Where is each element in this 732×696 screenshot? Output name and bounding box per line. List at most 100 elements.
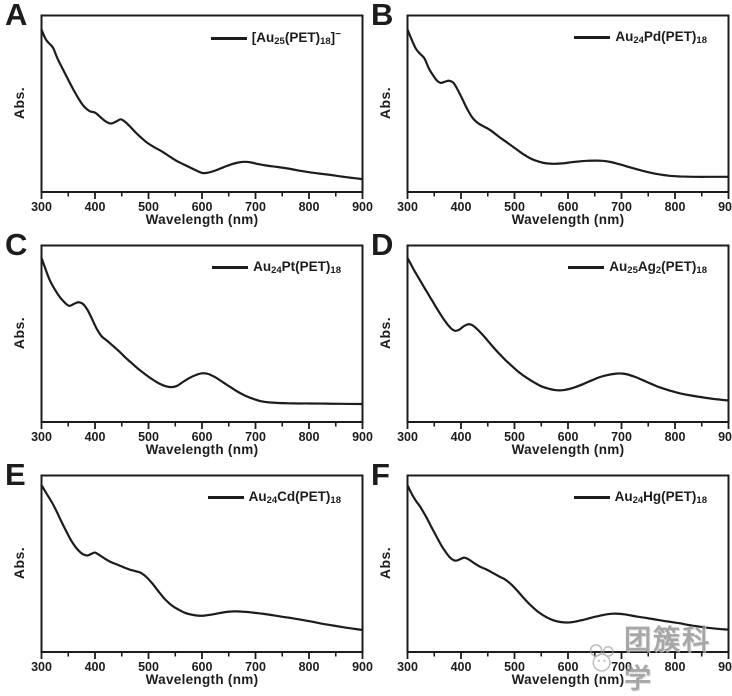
legend-text-segment: 24: [266, 495, 278, 506]
x-axis-label-c: Wavelength (nm): [145, 442, 259, 457]
x-tick-label: 900: [352, 660, 373, 674]
panel-letter-d: D: [371, 227, 394, 262]
x-tick-label: 300: [31, 430, 52, 444]
legend-text-segment: 25: [627, 265, 638, 276]
x-tick-label: 700: [245, 200, 266, 214]
x-tick-label: 300: [397, 430, 418, 444]
legend-text-segment: ]: [330, 30, 336, 45]
spectrum-plot-d: 300 400 500 600 700 800 900: [397, 244, 732, 444]
y-axis-label-text: Abs.: [11, 86, 27, 120]
x-axis-label-b: Wavelength (nm): [511, 212, 625, 227]
legend-text-segment: Au: [609, 259, 628, 274]
x-axis-label-e: Wavelength (nm): [145, 672, 259, 687]
x-tick-label: 400: [85, 660, 106, 674]
panel-letter-a: A: [5, 0, 28, 32]
spectrum-plot-c: 300 400 500 600 700 800 900: [31, 244, 373, 444]
spectrum-plot-a: 300 400 500 600 700 800 900: [31, 14, 373, 214]
x-tick-label: 500: [504, 430, 525, 444]
watermark-cluster-logo-icon: [589, 644, 614, 672]
spectrum-plot-b: 300 400 500 600 700 800 900: [397, 14, 732, 214]
spectrum-plot-e: 300 400 500 600 700 800 900: [31, 474, 373, 674]
spectrum-plot-f: 300 400 500 600 700 800 900: [397, 474, 732, 674]
legend-text-segment: Hg(PET): [643, 489, 697, 504]
panel-d: D Abs. 300 400 500 600 700 800 900 Au25Ag2(PET…: [366, 227, 732, 460]
x-tick-label: 500: [138, 430, 159, 444]
legend-label-d: Au25Ag2(PET)18: [609, 259, 707, 276]
panel-letter-c: C: [5, 227, 28, 262]
x-tick-label: 900: [352, 430, 373, 444]
x-tick-label: 600: [192, 430, 213, 444]
legend-text-segment: 18: [330, 495, 341, 506]
y-axis-label-c: Abs.: [2, 244, 36, 422]
legend-text-segment: 18: [330, 265, 341, 276]
legend-text-segment: [Au: [251, 30, 275, 45]
x-tick-label: 300: [397, 660, 418, 674]
x-tick-label: 600: [558, 430, 579, 444]
y-axis-label-text: Abs.: [11, 316, 27, 350]
x-tick-label: 400: [85, 200, 106, 214]
legend-text-segment: Cd(PET): [277, 489, 331, 504]
spectrum-curve: [40, 256, 364, 406]
legend-line-icon: [573, 496, 610, 499]
legend-text-segment: 18: [696, 495, 707, 506]
legend-label-c: Au24Pt(PET)18: [253, 259, 341, 276]
legend-line-icon: [568, 266, 605, 269]
x-tick-label: 800: [299, 660, 320, 674]
legend-label-b: Au24Pd(PET)18: [615, 29, 707, 46]
legend-label-a: [Au25(PET)18]−: [252, 29, 341, 47]
legend-c: Au24Pt(PET)18: [212, 259, 341, 276]
y-axis-label-text: Abs.: [377, 86, 393, 120]
y-axis-label-text: Abs.: [377, 316, 393, 350]
x-tick-label: 500: [138, 660, 159, 674]
panel-f: F Abs. 300 400 500 600 700 800 900 Au24Hg(PET)…: [366, 457, 732, 690]
x-axis-label-f: Wavelength (nm): [511, 672, 625, 687]
x-tick-label: 700: [611, 200, 632, 214]
legend-label-f: Au24Hg(PET)18: [615, 489, 707, 506]
x-tick-label: 900: [718, 430, 732, 444]
x-tick-label: 800: [665, 200, 686, 214]
watermark: 团簇科学: [584, 618, 732, 696]
legend-text-segment: (PET): [661, 259, 697, 274]
legend-text-segment: 24: [633, 35, 644, 46]
x-tick-label: 400: [451, 430, 472, 444]
legend-d: Au25Ag2(PET)18: [568, 259, 707, 276]
x-tick-label: 700: [611, 430, 632, 444]
panel-b: B Abs. 300 400 500 600 700 800 900 Au24Pd(PET)…: [366, 0, 732, 230]
x-tick-label: 300: [31, 660, 52, 674]
x-tick-label: 500: [504, 660, 525, 674]
x-tick-label: 500: [504, 200, 525, 214]
x-tick-label: 900: [718, 660, 732, 674]
x-tick-label: 400: [451, 660, 472, 674]
legend-b: Au24Pd(PET)18: [574, 29, 707, 46]
legend-text-segment: 18: [320, 36, 331, 47]
panel-c: C Abs. 300 400 500 600 700 800 900 Au24Pt(PET)…: [0, 227, 373, 460]
x-tick-label: 700: [611, 660, 632, 674]
spectrum-curve: [406, 256, 730, 402]
x-tick-label: 600: [558, 660, 579, 674]
panel-letter-b: B: [371, 0, 394, 32]
legend-label-e: Au24Cd(PET)18: [249, 489, 341, 506]
x-axis-label-d: Wavelength (nm): [511, 442, 625, 457]
legend-text-segment: Pt(PET): [281, 259, 331, 274]
legend-text-segment: −: [335, 29, 341, 40]
spectrum-curve: [406, 484, 730, 631]
x-tick-label: 300: [31, 200, 52, 214]
y-axis-label-a: Abs.: [2, 14, 36, 192]
panel-e: E Abs. 300 400 500 600 700 800 900 Au24Cd(PET)…: [0, 457, 373, 690]
legend-text-segment: Au: [614, 489, 633, 504]
legend-text-segment: 25: [274, 36, 285, 47]
x-tick-label: 400: [85, 430, 106, 444]
legend-text-segment: 18: [696, 35, 707, 46]
legend-text-segment: Au: [248, 489, 267, 504]
panel-a: A Abs. 300 400 500 600 700 800 900 [Au25(PET)1…: [0, 0, 373, 230]
panel-letter-f: F: [371, 457, 390, 492]
x-tick-label: 700: [245, 430, 266, 444]
spectrum-curve: [40, 28, 364, 181]
x-tick-label: 600: [558, 200, 579, 214]
legend-line-icon: [207, 496, 244, 499]
legend-text-segment: 18: [696, 265, 707, 276]
x-tick-label: 900: [718, 200, 732, 214]
spectrum-curve: [406, 28, 730, 178]
legend-text-segment: Au: [253, 259, 272, 274]
